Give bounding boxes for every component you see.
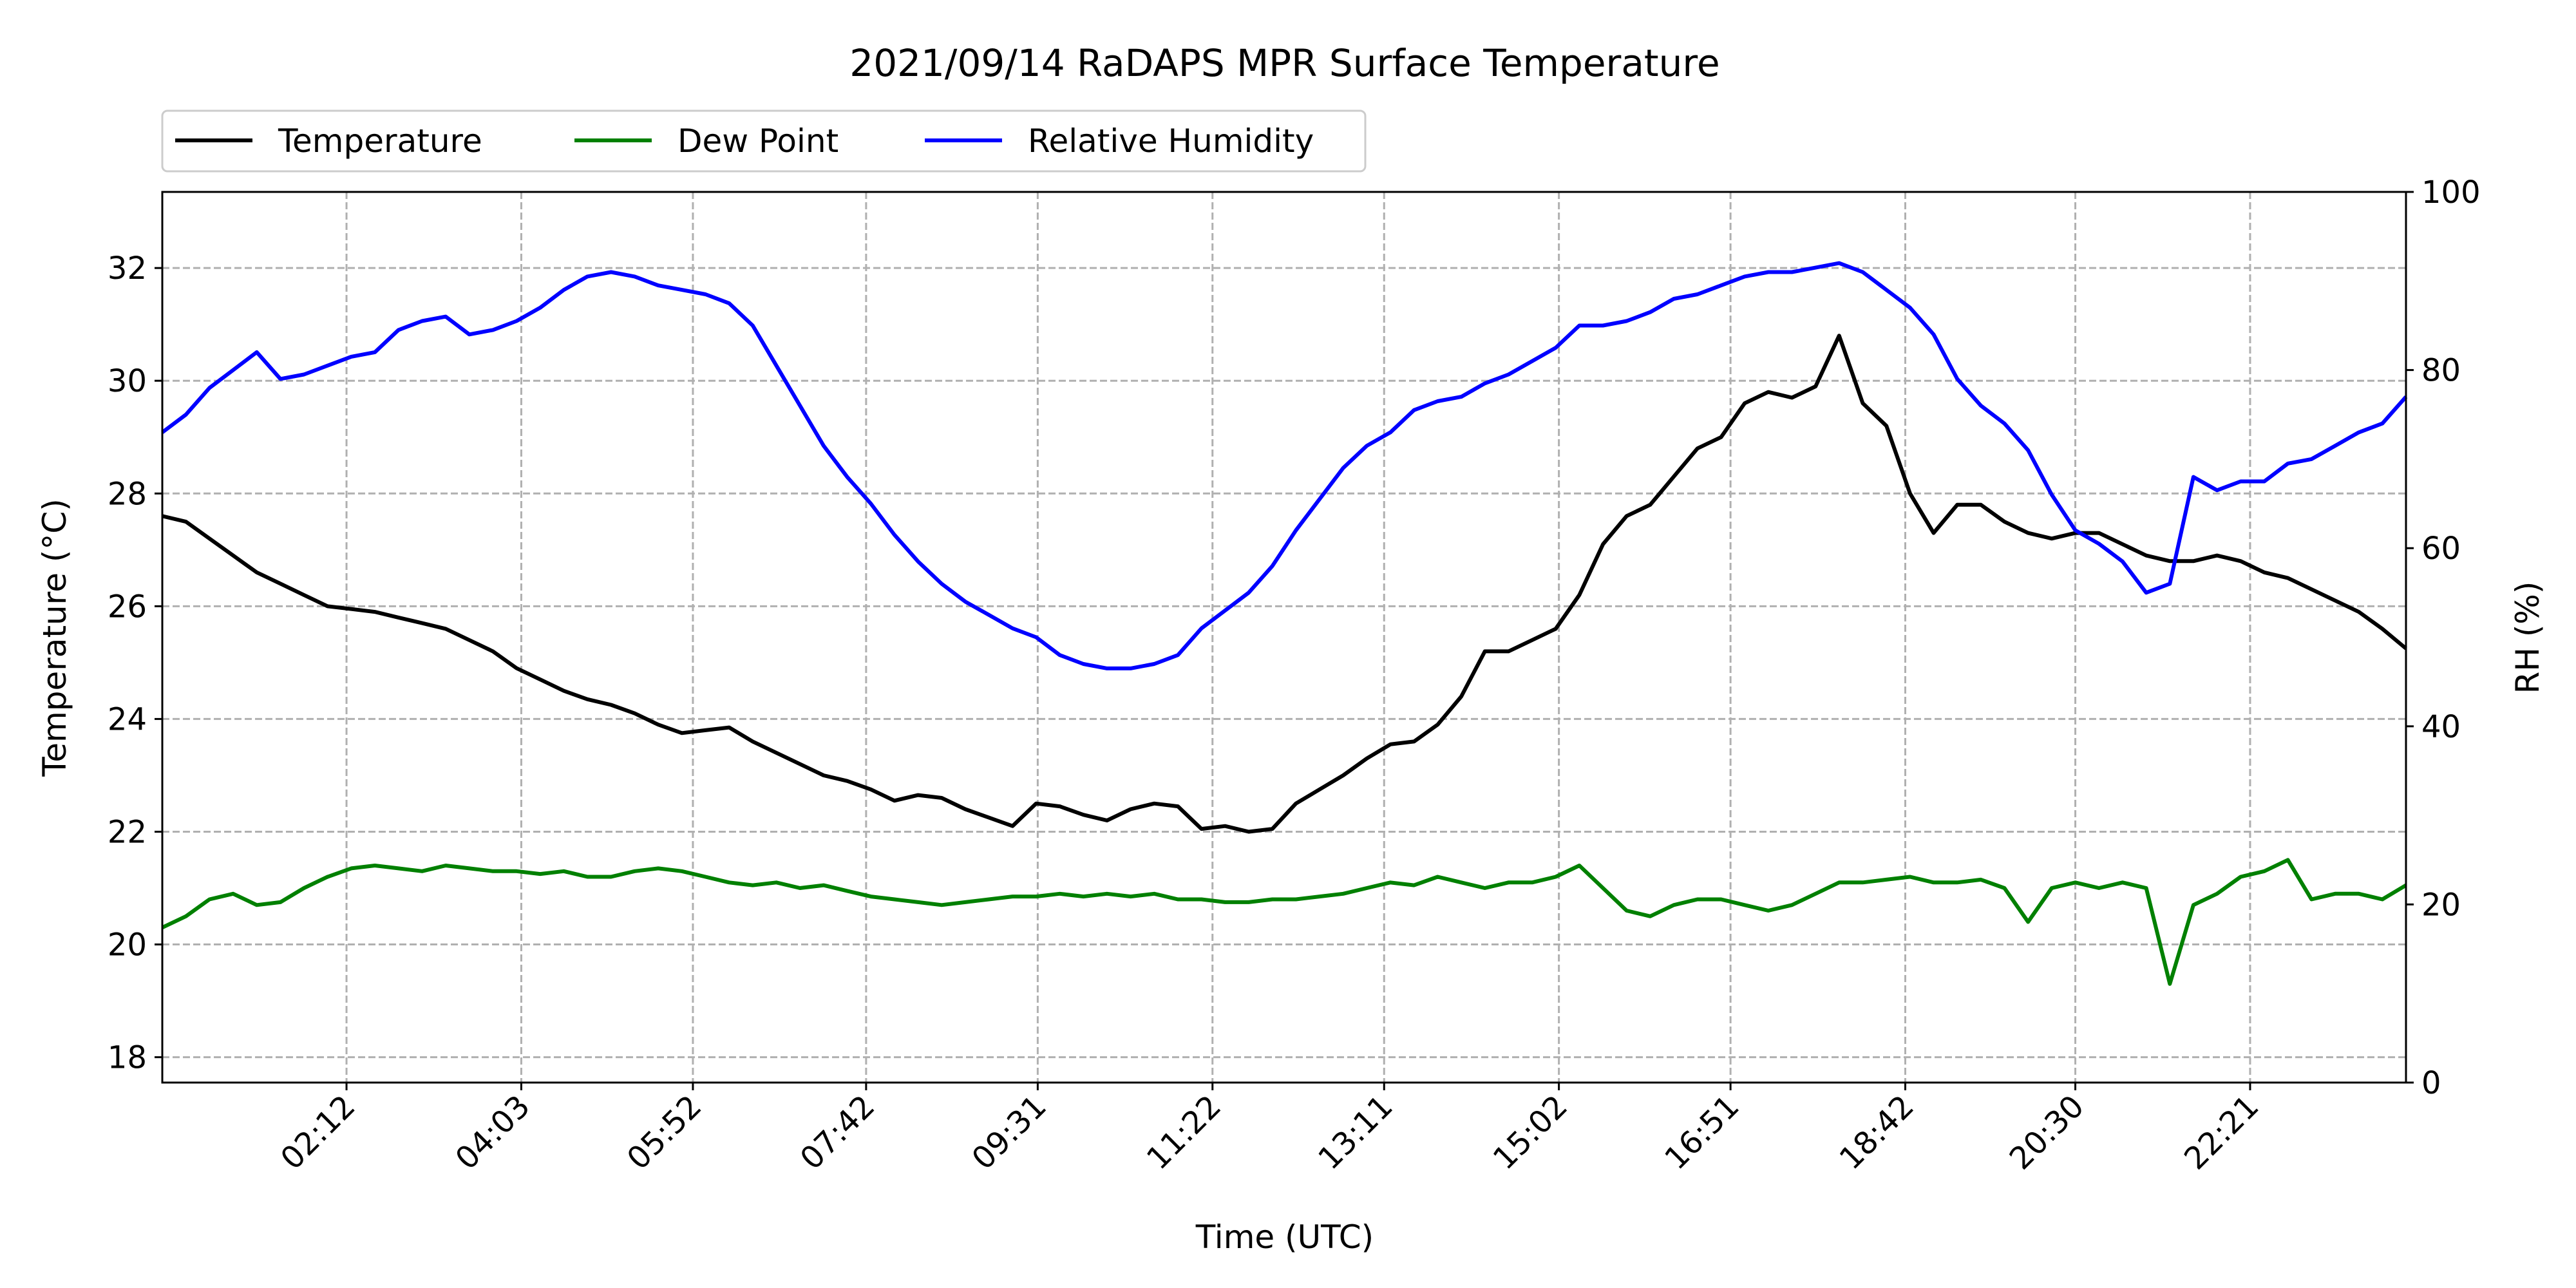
series-line-temperature [162,334,2407,834]
chart-title: 2021/09/14 RaDAPS MPR Surface Temperatur… [849,41,1719,85]
x-tick-label: 15:02 [1486,1088,1575,1177]
y-tick-label: 26 [108,589,147,625]
y2-tick-label: 80 [2421,353,2461,389]
legend-label-relative-humidity: Relative Humidity [1028,122,1314,160]
legend-frame [161,109,1367,173]
plot-series [161,261,2408,986]
y2-tick-label: 0 [2421,1065,2441,1101]
y-tick-label: 32 [108,251,147,287]
y2-tick-label: 100 [2421,175,2481,211]
y2-axis-label: RH (%) [2509,582,2546,694]
x-tick-label: 07:42 [793,1088,882,1177]
x-tick-label: 11:22 [1140,1088,1228,1177]
y2-tick-label: 60 [2421,531,2461,567]
y-tick-label: 24 [108,701,147,737]
x-axis-label: Time (UTC) [1195,1218,1374,1256]
y2-tick-label: 40 [2421,709,2461,745]
plot-frame [161,191,2407,1084]
x-tick-label: 22:21 [2177,1088,2266,1177]
legend-label-temperature: Temperature [278,122,482,160]
series-line-relative-humidity [161,261,2408,670]
y-tick-label: 22 [108,814,147,850]
legend: Temperature Dew Point Relative Humidity [161,109,1367,173]
x-axis-ticks: 02:12 04:03 05:52 07:42 09:31 11:22 13:11 15:02… [274,1083,2266,1177]
series-line-dew-point [161,858,2407,986]
x-tick-label: 20:30 [2003,1088,2091,1177]
x-tick-label: 16:51 [1658,1088,1746,1177]
y2-tick-label: 20 [2421,887,2461,923]
y-axis-label: Temperature (°C) [36,498,73,777]
y-tick-label: 30 [108,363,147,399]
x-tick-label: 09:31 [965,1088,1053,1177]
y-axis-ticks: 18 20 22 24 26 28 30 32 [108,251,162,1076]
legend-label-dew-point: Dew Point [677,122,838,160]
y2-axis-ticks: 0 20 40 60 80 100 [2406,175,2481,1101]
y-tick-label: 28 [108,476,147,512]
y-tick-label: 20 [108,927,147,963]
x-tick-label: 04:03 [449,1088,537,1177]
grid [162,192,2406,1083]
x-tick-label: 18:42 [1833,1088,1921,1177]
x-tick-label: 02:12 [274,1088,362,1177]
y-tick-label: 18 [108,1040,147,1076]
x-tick-label: 13:11 [1311,1088,1399,1177]
x-tick-label: 05:52 [620,1088,708,1177]
